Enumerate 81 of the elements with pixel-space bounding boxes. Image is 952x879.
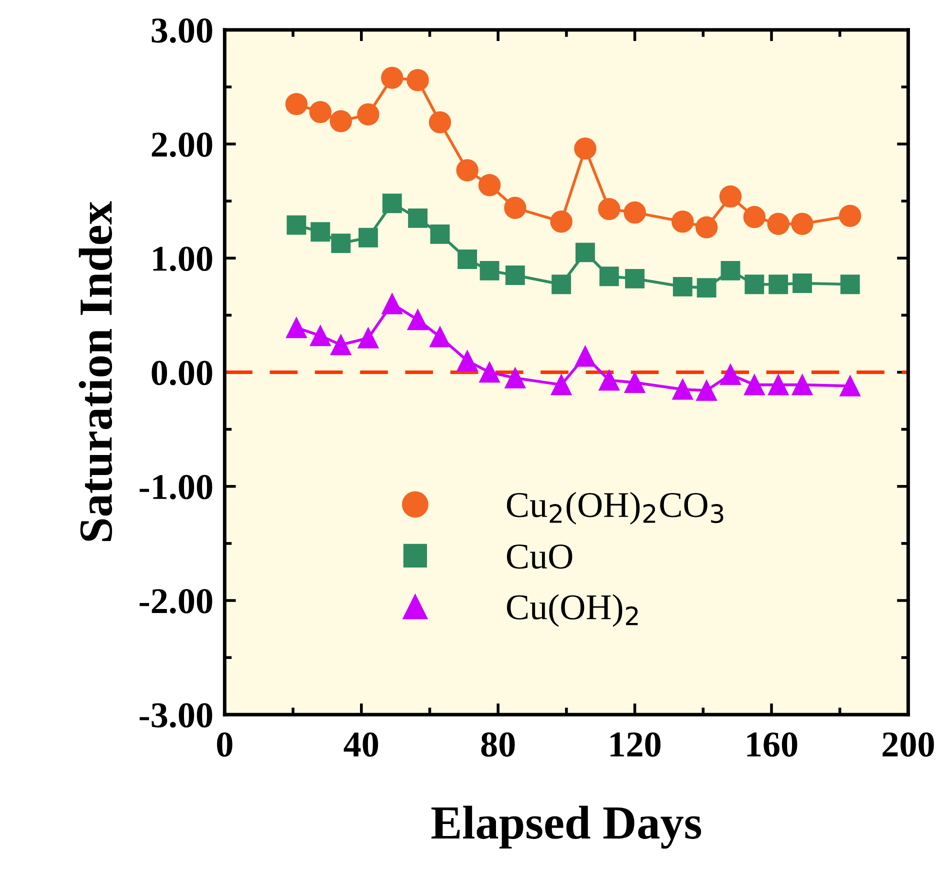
point bbox=[552, 274, 572, 294]
y-tick-label: 2.00 bbox=[152, 132, 212, 158]
point bbox=[624, 201, 646, 224]
point bbox=[310, 222, 330, 242]
point bbox=[672, 210, 694, 233]
x-tick-label: 200 bbox=[882, 732, 934, 757]
point bbox=[598, 198, 620, 220]
point bbox=[478, 174, 501, 196]
point bbox=[504, 196, 526, 220]
point bbox=[505, 266, 525, 285]
legend-label: Cu$_{2}$(OH)$_{2}$CO$_{3}$ bbox=[506, 492, 724, 525]
point bbox=[696, 278, 716, 298]
y-tick-label: 3.00 bbox=[152, 18, 212, 43]
point bbox=[550, 210, 572, 233]
point bbox=[672, 276, 692, 296]
point bbox=[625, 268, 645, 288]
point bbox=[743, 206, 766, 228]
point bbox=[310, 325, 331, 346]
point bbox=[719, 185, 742, 208]
point bbox=[791, 212, 814, 236]
legend-label: CuO bbox=[506, 544, 572, 569]
point bbox=[672, 378, 694, 400]
point bbox=[285, 92, 308, 116]
point bbox=[695, 216, 718, 238]
point bbox=[430, 224, 450, 244]
point bbox=[576, 242, 595, 262]
y-tick-label: 1.00 bbox=[153, 246, 212, 272]
y-tick-label: -2.00 bbox=[140, 589, 212, 614]
point bbox=[407, 309, 428, 330]
point bbox=[574, 346, 596, 367]
point bbox=[358, 228, 378, 248]
point bbox=[286, 215, 306, 235]
x-axis-title: Elapsed Days bbox=[431, 806, 702, 849]
point bbox=[792, 374, 813, 396]
point bbox=[330, 334, 352, 356]
point bbox=[504, 368, 526, 388]
point bbox=[331, 234, 351, 254]
x-tick-label: 40 bbox=[344, 732, 378, 757]
point bbox=[480, 260, 500, 280]
y-tick-label: 0.00 bbox=[152, 360, 212, 386]
point bbox=[768, 274, 788, 294]
y-axis-title: Saturation Index bbox=[78, 201, 112, 541]
point bbox=[458, 250, 478, 269]
point bbox=[767, 212, 790, 236]
y-tick-label: -1.00 bbox=[140, 474, 212, 500]
point bbox=[624, 372, 646, 393]
point bbox=[720, 364, 741, 385]
point bbox=[599, 266, 619, 286]
point bbox=[330, 110, 352, 132]
point bbox=[720, 260, 740, 280]
point bbox=[838, 204, 862, 228]
point bbox=[286, 317, 307, 338]
point bbox=[428, 111, 452, 134]
point bbox=[357, 103, 380, 126]
point bbox=[430, 326, 450, 348]
point bbox=[744, 274, 764, 294]
point bbox=[382, 194, 402, 214]
x-tick-label: 0 bbox=[217, 732, 232, 757]
point bbox=[479, 362, 500, 383]
legend-label: Cu(OH)$_{2}$ bbox=[506, 594, 638, 627]
point bbox=[840, 274, 860, 294]
point bbox=[456, 159, 478, 182]
point bbox=[309, 100, 332, 124]
x-tick-label: 120 bbox=[610, 732, 660, 757]
point bbox=[768, 374, 789, 396]
y-tick-label: -3.00 bbox=[140, 703, 212, 728]
x-tick-label: 80 bbox=[481, 732, 515, 757]
point bbox=[598, 370, 620, 391]
point bbox=[792, 274, 812, 293]
x-tick-label: 160 bbox=[747, 732, 798, 757]
point bbox=[550, 374, 572, 396]
point bbox=[358, 328, 379, 348]
point bbox=[406, 68, 429, 92]
point bbox=[456, 350, 478, 372]
point bbox=[382, 293, 403, 314]
point bbox=[696, 380, 717, 401]
point bbox=[744, 374, 765, 396]
point bbox=[574, 137, 596, 160]
point bbox=[840, 376, 861, 396]
point bbox=[381, 66, 404, 89]
point bbox=[408, 208, 428, 228]
